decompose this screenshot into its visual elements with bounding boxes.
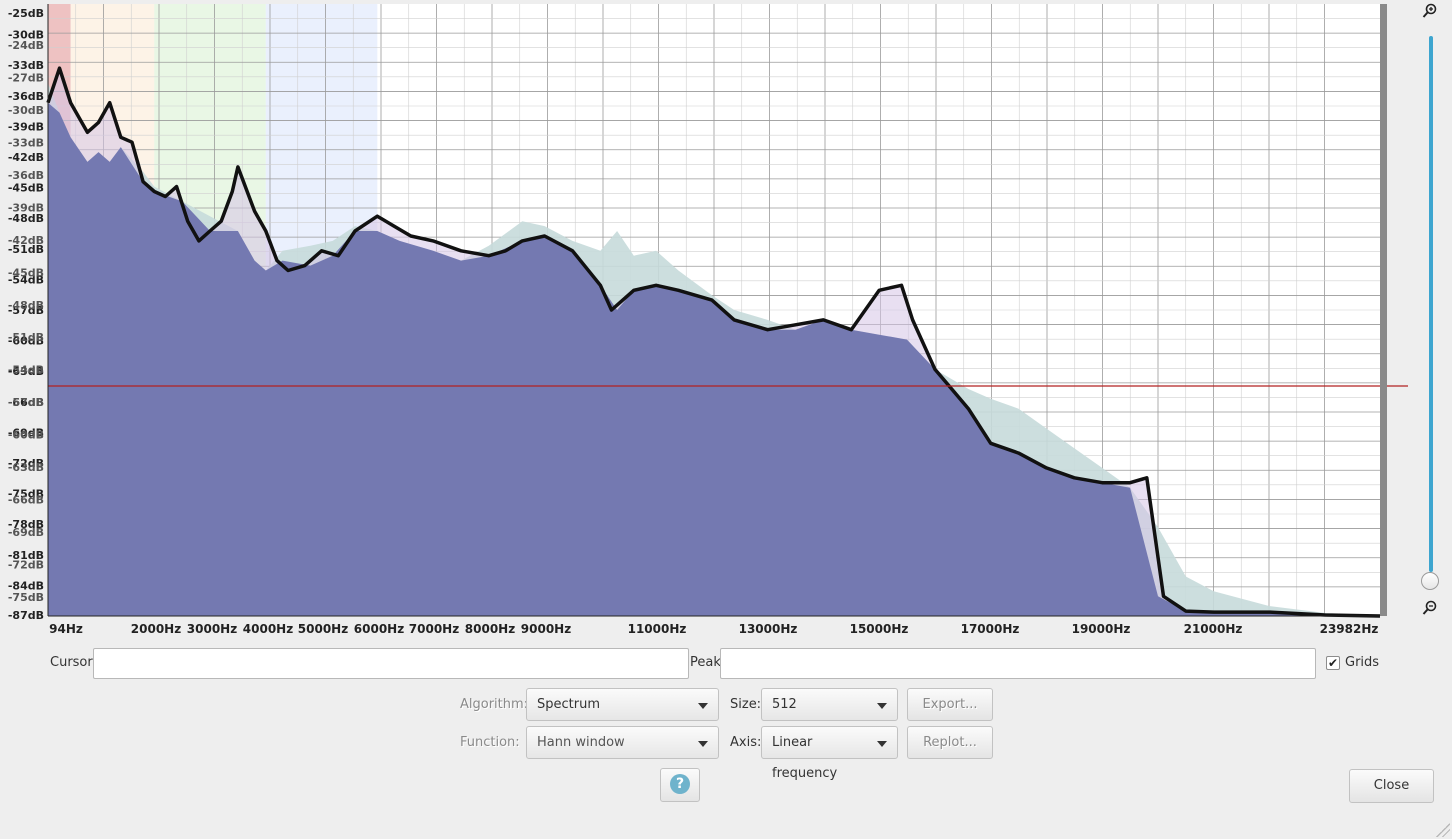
y-tick-label-secondary: -51dB: [8, 331, 44, 344]
y-tick-label-secondary: -75dB: [8, 591, 44, 604]
chevron-down-icon: [877, 703, 887, 709]
x-tick-label: 13000Hz: [739, 622, 798, 636]
x-tick-label: 11000Hz: [628, 622, 687, 636]
x-tick-label: 23982Hz: [1320, 622, 1379, 636]
y-tick-label: -72dB: [8, 457, 44, 470]
y-tick-label-secondary: -45dB: [8, 266, 44, 279]
spectrum-areas: [46, 66, 1408, 618]
y-tick-label-secondary: -72dB: [8, 559, 44, 572]
spectrum-overlap-area: [48, 102, 1380, 616]
algorithm-dropdown[interactable]: Spectrum: [526, 688, 719, 721]
size-value: 512: [772, 697, 797, 712]
algorithm-value: Spectrum: [537, 697, 600, 712]
x-tick-label: 9000Hz: [521, 622, 571, 636]
function-value: Hann window: [537, 735, 625, 750]
y-tick-label: -51dB: [8, 243, 44, 256]
peak-label: Peak:: [690, 655, 726, 670]
zoom-slider-thumb[interactable]: [1421, 572, 1439, 590]
y-tick-label: -45dB: [8, 182, 44, 195]
y-tick-label: -54dB: [8, 273, 44, 286]
y-tick-label: -63dB: [8, 365, 44, 378]
y-tick-label: -36dB: [8, 90, 44, 103]
spectrum-line: [46, 66, 1381, 618]
axis-label: Axis:: [730, 735, 762, 750]
size-label: Size:: [730, 697, 762, 712]
cursor-field[interactable]: [93, 648, 689, 679]
algorithm-label: Algorithm:: [460, 697, 529, 712]
y-tick-label-secondary: -57dB: [8, 396, 44, 409]
y-tick-label-secondary: -66dB: [8, 494, 44, 507]
y-tick-label-secondary: -33dB: [8, 136, 44, 149]
y-tick-label-secondary: -30dB: [8, 104, 44, 117]
grids-checkbox[interactable]: ✔: [1326, 656, 1340, 670]
y-tick-label-secondary: -54dB: [8, 364, 44, 377]
x-tick-label: 17000Hz: [961, 622, 1020, 636]
close-button[interactable]: Close: [1349, 769, 1434, 803]
y-tick-label: -84dB: [8, 579, 44, 592]
y-tick-label: -78dB: [8, 518, 44, 531]
y-tick-label: -60dB: [8, 335, 44, 348]
chevron-down-icon: [877, 741, 887, 747]
x-tick-label: 19000Hz: [1072, 622, 1131, 636]
y-tick-label: -39dB: [8, 120, 44, 133]
zoom-in-icon[interactable]: [1422, 3, 1438, 19]
y-tick-label-secondary: -69dB: [8, 526, 44, 539]
y-tick-label: -33dB: [8, 59, 44, 72]
y-tick-label-secondary: -27dB: [8, 71, 44, 84]
y-tick-label: -81dB: [8, 549, 44, 562]
y-tick-label-secondary: -48dB: [8, 299, 44, 312]
x-tick-label: 5000Hz: [298, 622, 348, 636]
y-tick-label-secondary: -42dB: [8, 234, 44, 247]
x-tick-label: 4000Hz: [243, 622, 293, 636]
y-axis-labels: -25dB -30dB -33dB -36dB -39dB -42dB -45dB -48dB…: [8, 7, 44, 622]
peak-field[interactable]: [720, 648, 1316, 679]
y-tick-label: -42dB: [8, 151, 44, 164]
y-tick-label: -69dB: [8, 426, 44, 439]
axis-value: Linear frequency: [772, 735, 838, 781]
x-tick-label: 8000Hz: [465, 622, 515, 636]
help-button[interactable]: ?: [660, 768, 700, 802]
x-tick-label: 21000Hz: [1184, 622, 1243, 636]
chevron-down-icon: [698, 741, 708, 747]
y-tick-label-secondary: -36dB: [8, 169, 44, 182]
x-axis-labels: 94Hz 2000Hz 3000Hz 4000Hz 5000Hz 6000Hz 7000Hz…: [49, 622, 1378, 636]
y-tick-label: -57dB: [8, 304, 44, 317]
y-tick-label-secondary: -60dB: [8, 429, 44, 442]
plot-scrollbar[interactable]: [1380, 4, 1387, 616]
y-tick-label-secondary: -39dB: [8, 201, 44, 214]
y-tick-label: -75dB: [8, 488, 44, 501]
x-tick-label: 3000Hz: [187, 622, 237, 636]
y-tick-label: -30dB: [8, 29, 44, 42]
x-tick-label: 7000Hz: [409, 622, 459, 636]
function-dropdown[interactable]: Hann window: [526, 726, 719, 759]
y-tick-label: -48dB: [8, 212, 44, 225]
replot-button[interactable]: Replot...: [907, 726, 993, 759]
grids-label: Grids: [1345, 655, 1380, 670]
x-tick-label: 2000Hz: [131, 622, 181, 636]
x-tick-label: 94Hz: [49, 622, 83, 636]
cursor-label: Cursor:: [50, 655, 97, 670]
function-label: Function:: [460, 735, 520, 750]
size-dropdown[interactable]: 512: [761, 688, 898, 721]
x-tick-label: 15000Hz: [850, 622, 909, 636]
spectrum-plot[interactable]: -25dB -30dB -33dB -36dB -39dB -42dB -45dB -48dB…: [0, 0, 1452, 640]
y-tick-label: -87dB: [8, 609, 44, 622]
x-tick-label: 6000Hz: [354, 622, 404, 636]
y-tick-label: -66dB: [8, 396, 44, 409]
help-icon: ?: [670, 774, 690, 794]
export-button[interactable]: Export...: [907, 688, 993, 721]
zoom-slider-track[interactable]: [1429, 36, 1433, 572]
axis-dropdown[interactable]: Linear frequency: [761, 726, 898, 781]
chevron-down-icon: [698, 703, 708, 709]
y-tick-label-secondary: -24dB: [8, 39, 44, 52]
resize-grip[interactable]: [1436, 823, 1450, 837]
y-tick-label: -25dB: [8, 7, 44, 20]
zoom-out-icon[interactable]: [1422, 600, 1438, 616]
y-tick-label-secondary: -63dB: [8, 461, 44, 474]
